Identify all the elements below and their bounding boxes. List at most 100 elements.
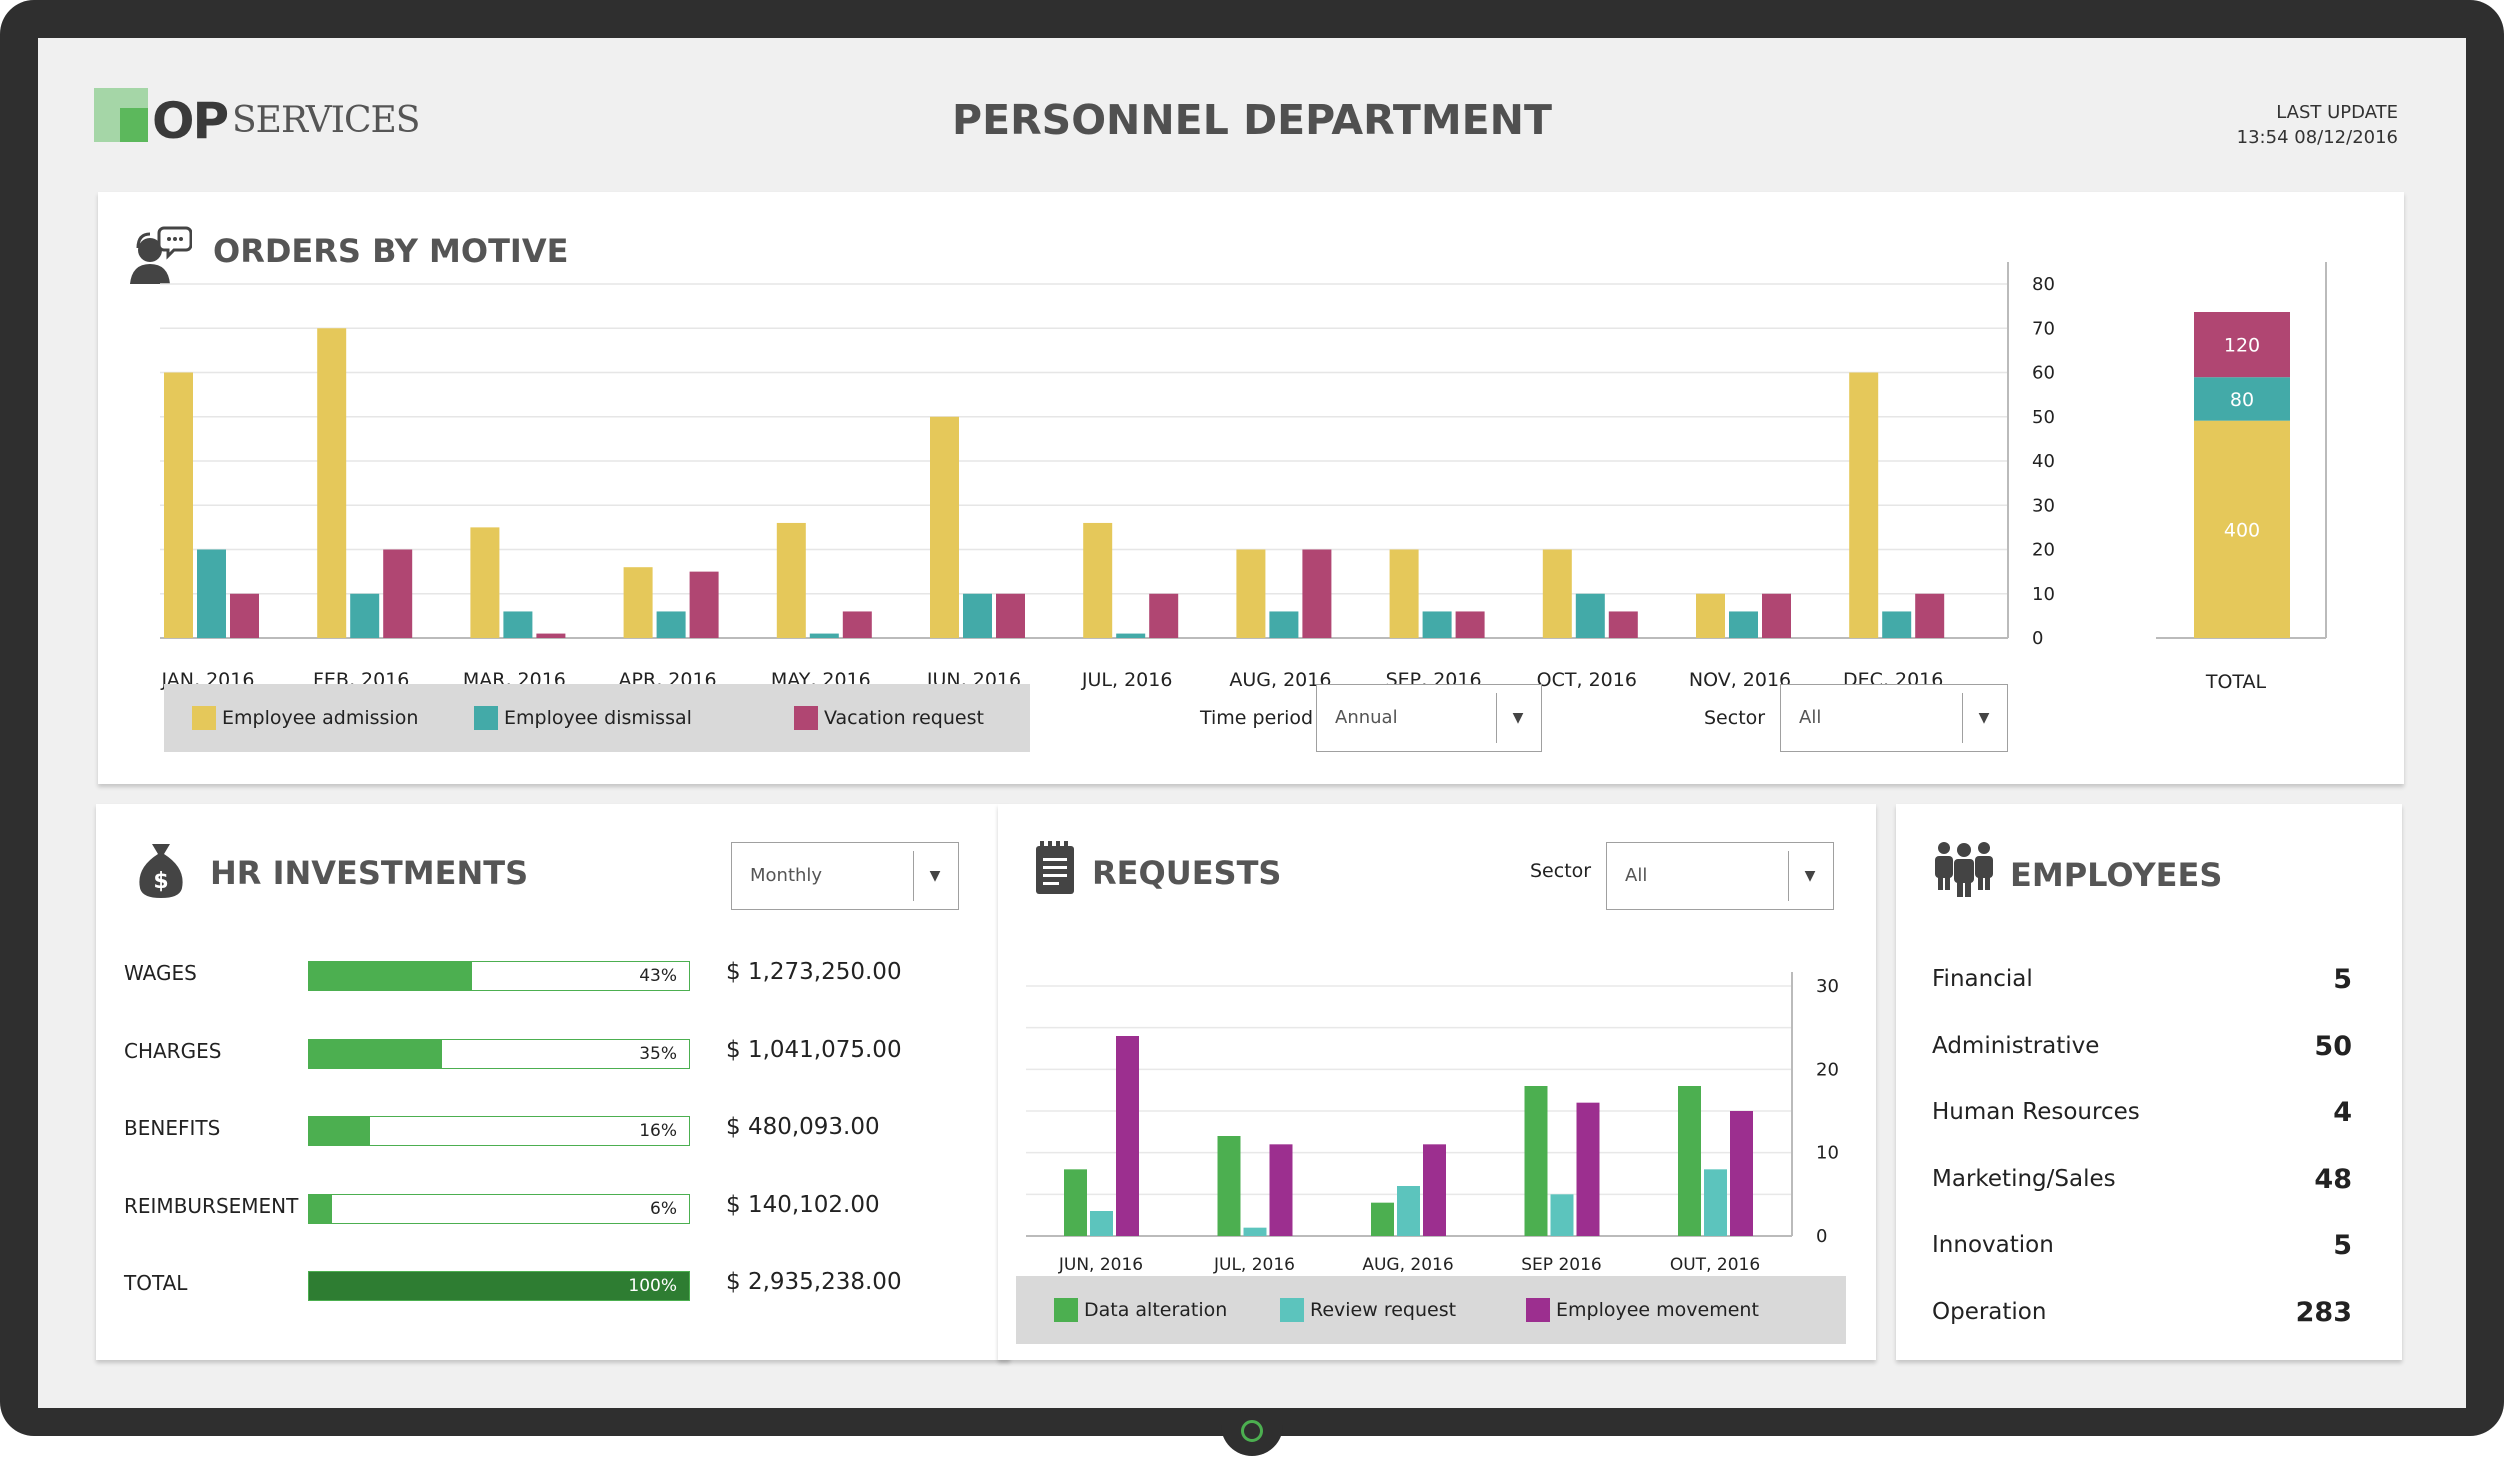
investment-label: TOTAL	[124, 1271, 188, 1295]
investment-progress-bar: 43%	[308, 961, 690, 991]
total-data-label: 80	[2230, 389, 2254, 411]
bar-review-request[interactable]	[1550, 1194, 1574, 1236]
bar-employee-movement[interactable]	[1269, 1144, 1293, 1236]
investment-label: CHARGES	[124, 1038, 222, 1063]
bar-vacation-request[interactable]	[996, 593, 1025, 638]
department-count: 50	[2314, 1030, 2352, 1062]
investment-progress-bar: 100%	[308, 1271, 690, 1301]
bar-employee-dismissal[interactable]	[1729, 611, 1758, 638]
legend-label: Employee dismissal	[504, 707, 692, 729]
bar-employee-admission[interactable]	[164, 372, 193, 639]
bar-vacation-request[interactable]	[1915, 593, 1945, 638]
bar-employee-dismissal[interactable]	[1422, 611, 1452, 638]
total-segment-employee-admission[interactable]	[2194, 420, 2290, 638]
department-count: 48	[2314, 1163, 2352, 1195]
legend-label: Vacation request	[824, 707, 984, 729]
chevron-down-icon[interactable]: ▼	[1512, 710, 1524, 726]
bar-employee-admission[interactable]	[1542, 549, 1572, 639]
bar-data-alteration[interactable]	[1524, 1086, 1548, 1236]
bar-employee-admission[interactable]	[1236, 549, 1266, 639]
investments-period-select[interactable]: Monthly ▼	[731, 842, 959, 910]
bar-employee-admission[interactable]	[1389, 549, 1419, 639]
bar-employee-dismissal[interactable]	[1575, 593, 1605, 638]
bar-vacation-request[interactable]	[1455, 611, 1485, 638]
total-segment-employee-dismissal[interactable]	[2194, 377, 2290, 421]
bar-review-request[interactable]	[1243, 1227, 1267, 1236]
bar-employee-admission[interactable]	[776, 522, 806, 638]
y-tick-label: 50	[2032, 407, 2055, 428]
bar-employee-admission[interactable]	[1696, 593, 1725, 638]
requests-title: REQUESTS	[1092, 854, 1282, 892]
legend-swatch	[1280, 1298, 1304, 1322]
bar-employee-movement[interactable]	[1423, 1144, 1446, 1236]
bar-employee-dismissal[interactable]	[1269, 611, 1299, 638]
bar-vacation-request[interactable]	[383, 549, 413, 639]
legend-label: Data alteration	[1084, 1299, 1228, 1321]
employee-row: Financial 5	[1932, 962, 2352, 1002]
y-tick-label: 70	[2032, 318, 2055, 339]
bar-vacation-request[interactable]	[1302, 549, 1332, 639]
investment-progress-fill	[309, 1194, 332, 1223]
bar-employee-admission[interactable]	[1083, 522, 1113, 638]
bar-vacation-request[interactable]	[1608, 611, 1638, 638]
bar-employee-admission[interactable]	[930, 416, 959, 638]
hr-investments-card: $ HR INVESTMENTS Monthly ▼ WAGES 43% $ 1,2…	[96, 804, 1010, 1360]
bar-employee-dismissal[interactable]	[350, 593, 380, 638]
document-list-icon	[1036, 841, 1074, 894]
orders-sector-select[interactable]: All ▼	[1780, 684, 2008, 752]
bar-data-alteration[interactable]	[1371, 1202, 1394, 1236]
bar-vacation-request[interactable]	[536, 633, 566, 638]
investment-label: REIMBURSEMENT	[124, 1193, 299, 1218]
chevron-down-icon[interactable]: ▼	[929, 868, 941, 884]
bar-vacation-request[interactable]	[1149, 593, 1179, 638]
customer-service-icon	[130, 226, 192, 284]
bar-employee-movement[interactable]	[1116, 1036, 1139, 1236]
investment-amount: $ 140,102.00	[726, 1191, 880, 1218]
bar-review-request[interactable]	[1704, 1169, 1727, 1236]
investment-progress-bar: 16%	[308, 1116, 690, 1146]
investment-row: BENEFITS 16% $ 480,093.00	[96, 1110, 996, 1150]
x-tick-label: JUL, 2016	[1213, 1255, 1295, 1274]
last-update: LAST UPDATE 13:54 08/12/2016	[2237, 100, 2398, 150]
bar-vacation-request[interactable]	[842, 611, 872, 638]
bar-employee-dismissal[interactable]	[503, 611, 533, 638]
bar-employee-admission[interactable]	[470, 527, 500, 638]
y-tick-label: 60	[2032, 363, 2055, 384]
bar-employee-movement[interactable]	[1576, 1102, 1600, 1236]
x-tick-label: JUN, 2016	[1058, 1255, 1143, 1274]
department-name: Innovation	[1932, 1232, 2054, 1258]
bar-review-request[interactable]	[1397, 1186, 1420, 1236]
requests-sector-select[interactable]: All ▼	[1606, 842, 1834, 910]
bar-employee-admission[interactable]	[623, 567, 653, 638]
bar-data-alteration[interactable]	[1217, 1136, 1241, 1236]
bar-employee-movement[interactable]	[1730, 1111, 1753, 1236]
bar-review-request[interactable]	[1090, 1211, 1113, 1236]
bar-vacation-request[interactable]	[230, 593, 259, 638]
total-segment-vacation-request[interactable]	[2194, 312, 2290, 378]
bar-vacation-request[interactable]	[689, 571, 719, 638]
bar-data-alteration[interactable]	[1064, 1169, 1087, 1236]
chevron-down-icon[interactable]: ▼	[1978, 710, 1990, 726]
bar-employee-dismissal[interactable]	[1116, 633, 1146, 638]
orders-sector-value: All	[1799, 707, 1822, 728]
bar-employee-admission[interactable]	[1849, 372, 1879, 639]
bar-employee-dismissal[interactable]	[963, 593, 992, 638]
legend-employee-dismissal: Employee dismissal	[474, 684, 692, 752]
legend-swatch	[192, 706, 216, 730]
bar-employee-dismissal[interactable]	[197, 549, 226, 639]
power-indicator-icon	[1241, 1420, 1263, 1442]
department-count: 5	[2333, 1230, 2352, 1261]
chevron-down-icon[interactable]: ▼	[1804, 868, 1816, 884]
bar-vacation-request[interactable]	[1762, 593, 1791, 638]
investment-percent: 100%	[628, 1276, 677, 1296]
bar-employee-dismissal[interactable]	[809, 633, 839, 638]
time-period-select[interactable]: Annual ▼	[1316, 684, 1542, 752]
bar-employee-dismissal[interactable]	[1882, 611, 1912, 638]
home-button[interactable]	[1221, 1408, 1283, 1456]
bar-data-alteration[interactable]	[1678, 1086, 1701, 1236]
legend-employee-admission: Employee admission	[192, 684, 418, 752]
page-title: PERSONNEL DEPARTMENT	[952, 96, 1552, 144]
y-tick-label: 10	[2032, 584, 2055, 605]
bar-employee-admission[interactable]	[317, 328, 347, 638]
bar-employee-dismissal[interactable]	[656, 611, 686, 638]
